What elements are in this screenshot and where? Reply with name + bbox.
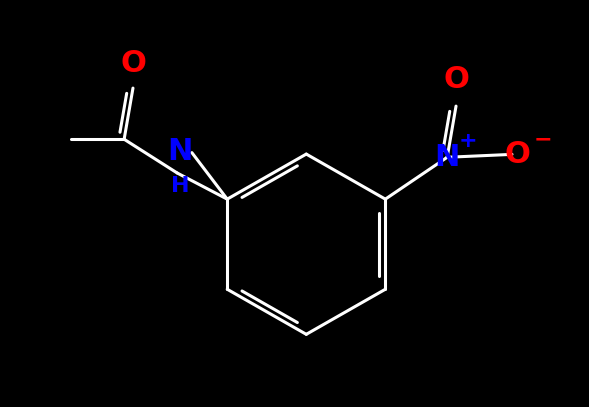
Text: −: − [533,130,552,150]
Text: N: N [167,137,193,166]
Text: O: O [443,66,469,94]
Text: H: H [171,176,189,196]
Text: +: + [458,131,477,151]
Text: O: O [505,140,531,169]
Text: O: O [120,48,146,78]
Text: N: N [435,143,460,172]
